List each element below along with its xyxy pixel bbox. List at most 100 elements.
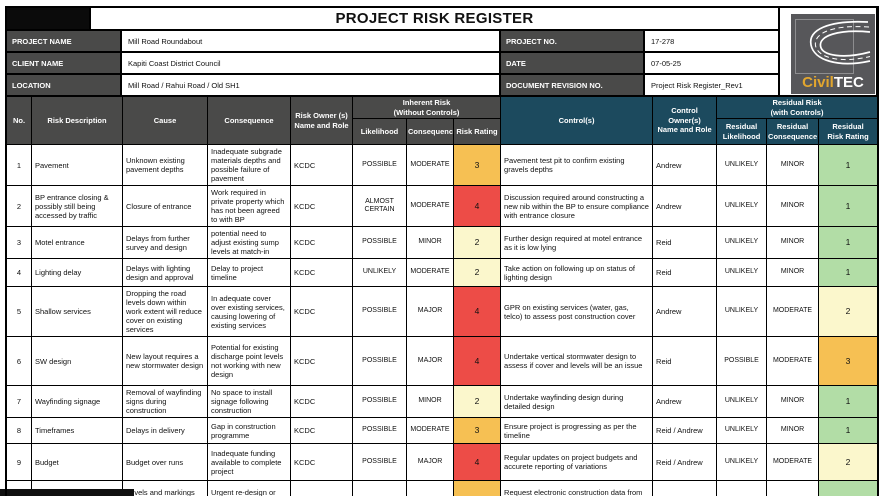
cell-res-likelihood: UNLIKELY <box>716 286 768 337</box>
cell-consequence: Inadequate subgrade materials depths and… <box>207 144 291 186</box>
cell-owner: KCDC <box>290 385 353 418</box>
cell-rating: 3 <box>452 480 502 496</box>
cell-risk: Shallow services <box>31 286 123 337</box>
col-consequence: Consequence <box>207 96 291 145</box>
cell-controls: Undertake vertical stormwater design to … <box>500 336 654 386</box>
cell-risk: BP entrance closing & possibly still bei… <box>31 185 123 227</box>
cell-res-likelihood: POSSIBLE <box>716 336 768 386</box>
cell-consequence: Potential for existing discharge point l… <box>207 336 291 386</box>
col-no: No. <box>6 96 32 145</box>
cell-controls: Regular updates on project budgets and a… <box>500 443 654 481</box>
cell-risk: Motel entrance <box>31 226 123 259</box>
cell-control-owner: Andrew <box>652 480 718 496</box>
corner-cell <box>6 7 90 30</box>
table-row: 4 Lighting delay Delays with lighting desi… <box>6 258 879 287</box>
cell-rating: 2 <box>452 226 502 259</box>
cell-likelihood: UNLIKELY <box>352 258 407 287</box>
client-name-label: CLIENT NAME <box>6 52 121 74</box>
cell-controls: Undertake wayfinding design during detai… <box>500 385 654 418</box>
cell-res-consequence: MINOR <box>766 258 820 287</box>
cell-rating: 2 <box>452 258 502 287</box>
cell-cause: Dropping the road levels down within wor… <box>122 286 208 337</box>
cell-owner: KCDC <box>290 258 353 287</box>
date-value: 07-05-25 <box>644 52 779 74</box>
location-label: LOCATION <box>6 74 121 96</box>
cell-cause: Delays with lighting design and approval <box>122 258 208 287</box>
col-control-owner: Control Owner(s) Name and Role <box>652 96 718 145</box>
col-residual-likelihood: Residual Likelihood <box>716 118 768 145</box>
table-row: 2 BP entrance closing & possibly still be… <box>6 185 879 227</box>
cell-control-owner: Reid <box>652 258 718 287</box>
cell-risk: Lighting delay <box>31 258 123 287</box>
cell-inh-consequence: MODERATE <box>406 258 454 287</box>
table-row: 9 Budget Budget over runs Inadequate fundin… <box>6 443 879 481</box>
risk-table-body: 1 Pavement Unknown existing pavement depth… <box>6 144 879 496</box>
col-risk-rating: Risk Rating <box>452 118 502 145</box>
cell-inh-consequence: MINOR <box>406 385 454 418</box>
cell-res-likelihood: UNLIKELY <box>716 258 768 287</box>
table-row: 7 Wayfinding signage Removal of wayfinding… <box>6 385 879 418</box>
cell-control-owner: Andrew <box>652 286 718 337</box>
cell-consequence: Gap in construction programme <box>207 417 291 444</box>
cell-consequence: In adequate cover over existing services… <box>207 286 291 337</box>
col-residual-consequence: Residual Consequence <box>766 118 820 145</box>
cell-no: 5 <box>6 286 32 337</box>
cell-rating: 4 <box>452 185 502 227</box>
cell-cause: Delays from further survey and design <box>122 226 208 259</box>
col-residual-risk-rating: Residual Risk Rating <box>818 118 879 145</box>
col-group-residual-risk: Residual Risk (with Controls) <box>716 96 879 119</box>
cell-res-rating: 1 <box>818 480 879 496</box>
cell-control-owner: Reid / Andrew <box>652 443 718 481</box>
cell-likelihood: POSSIBLE <box>352 385 407 418</box>
cell-cause: Closure of entrance <box>122 185 208 227</box>
table-row: 6 SW design New layout requires a new stor… <box>6 336 879 386</box>
cell-rating: 2 <box>452 385 502 418</box>
cell-owner: KCDC <box>290 286 353 337</box>
cell-res-rating: 1 <box>818 385 879 418</box>
cell-res-consequence: MINOR <box>766 480 820 496</box>
project-no-label: PROJECT NO. <box>500 30 644 52</box>
cell-res-rating: 2 <box>818 443 879 481</box>
cell-control-owner: Andrew <box>652 144 718 186</box>
project-no-value: 17-278 <box>644 30 779 52</box>
cell-controls: Ensure project is progressing as per the… <box>500 417 654 444</box>
location-value: Mill Road / Rahui Road / Old SH1 <box>121 74 500 96</box>
cell-cause: Unknown existing pavement depths <box>122 144 208 186</box>
col-likelihood: Likelihood <box>352 118 407 145</box>
cell-owner: KCDC <box>290 417 353 444</box>
cell-inh-consequence: MODERATE <box>406 417 454 444</box>
client-name-value: Kapiti Coast District Council <box>121 52 500 74</box>
logo-wordmark: CivilTEC <box>802 75 864 90</box>
cell-res-rating: 1 <box>818 417 879 444</box>
cell-no: 4 <box>6 258 32 287</box>
col-controls: Control(s) <box>500 96 654 145</box>
cell-control-owner: Reid <box>652 226 718 259</box>
cell-no: 3 <box>6 226 32 259</box>
civiltec-logo: CivilTEC <box>791 14 875 94</box>
cell-controls: Take action on following up on status of… <box>500 258 654 287</box>
cell-no: 7 <box>6 385 32 418</box>
cell-owner: KCDC <box>290 226 353 259</box>
cell-consequence: Urgent re-design or reconstruction to ma… <box>207 480 291 496</box>
cell-control-owner: Andrew <box>652 385 718 418</box>
cell-likelihood: POSSIBLE <box>352 336 407 386</box>
cell-inh-consequence: MODERATE <box>406 480 454 496</box>
cell-res-likelihood: UNLIKELY <box>716 385 768 418</box>
cell-risk: Timeframes <box>31 417 123 444</box>
logo-civil-text: Civil <box>802 74 834 91</box>
cell-control-owner: Reid <box>652 336 718 386</box>
cell-res-consequence: MINOR <box>766 385 820 418</box>
cell-no: 9 <box>6 443 32 481</box>
cell-res-consequence: MODERATE <box>766 443 820 481</box>
cell-res-rating: 1 <box>818 226 879 259</box>
cell-owner: KCDC <box>290 185 353 227</box>
cell-inh-consequence: MAJOR <box>406 286 454 337</box>
col-risk-owner: Risk Owner (s) Name and Role <box>290 96 353 145</box>
cell-owner: KCDC <box>290 144 353 186</box>
bottom-edge-strip <box>0 489 134 496</box>
cell-res-consequence: MODERATE <box>766 336 820 386</box>
cell-owner: KCDC <box>290 336 353 386</box>
cell-res-rating: 1 <box>818 185 879 227</box>
cell-controls: Pavement test pit to confirm existing gr… <box>500 144 654 186</box>
cell-res-likelihood: UNLIKELY <box>716 417 768 444</box>
